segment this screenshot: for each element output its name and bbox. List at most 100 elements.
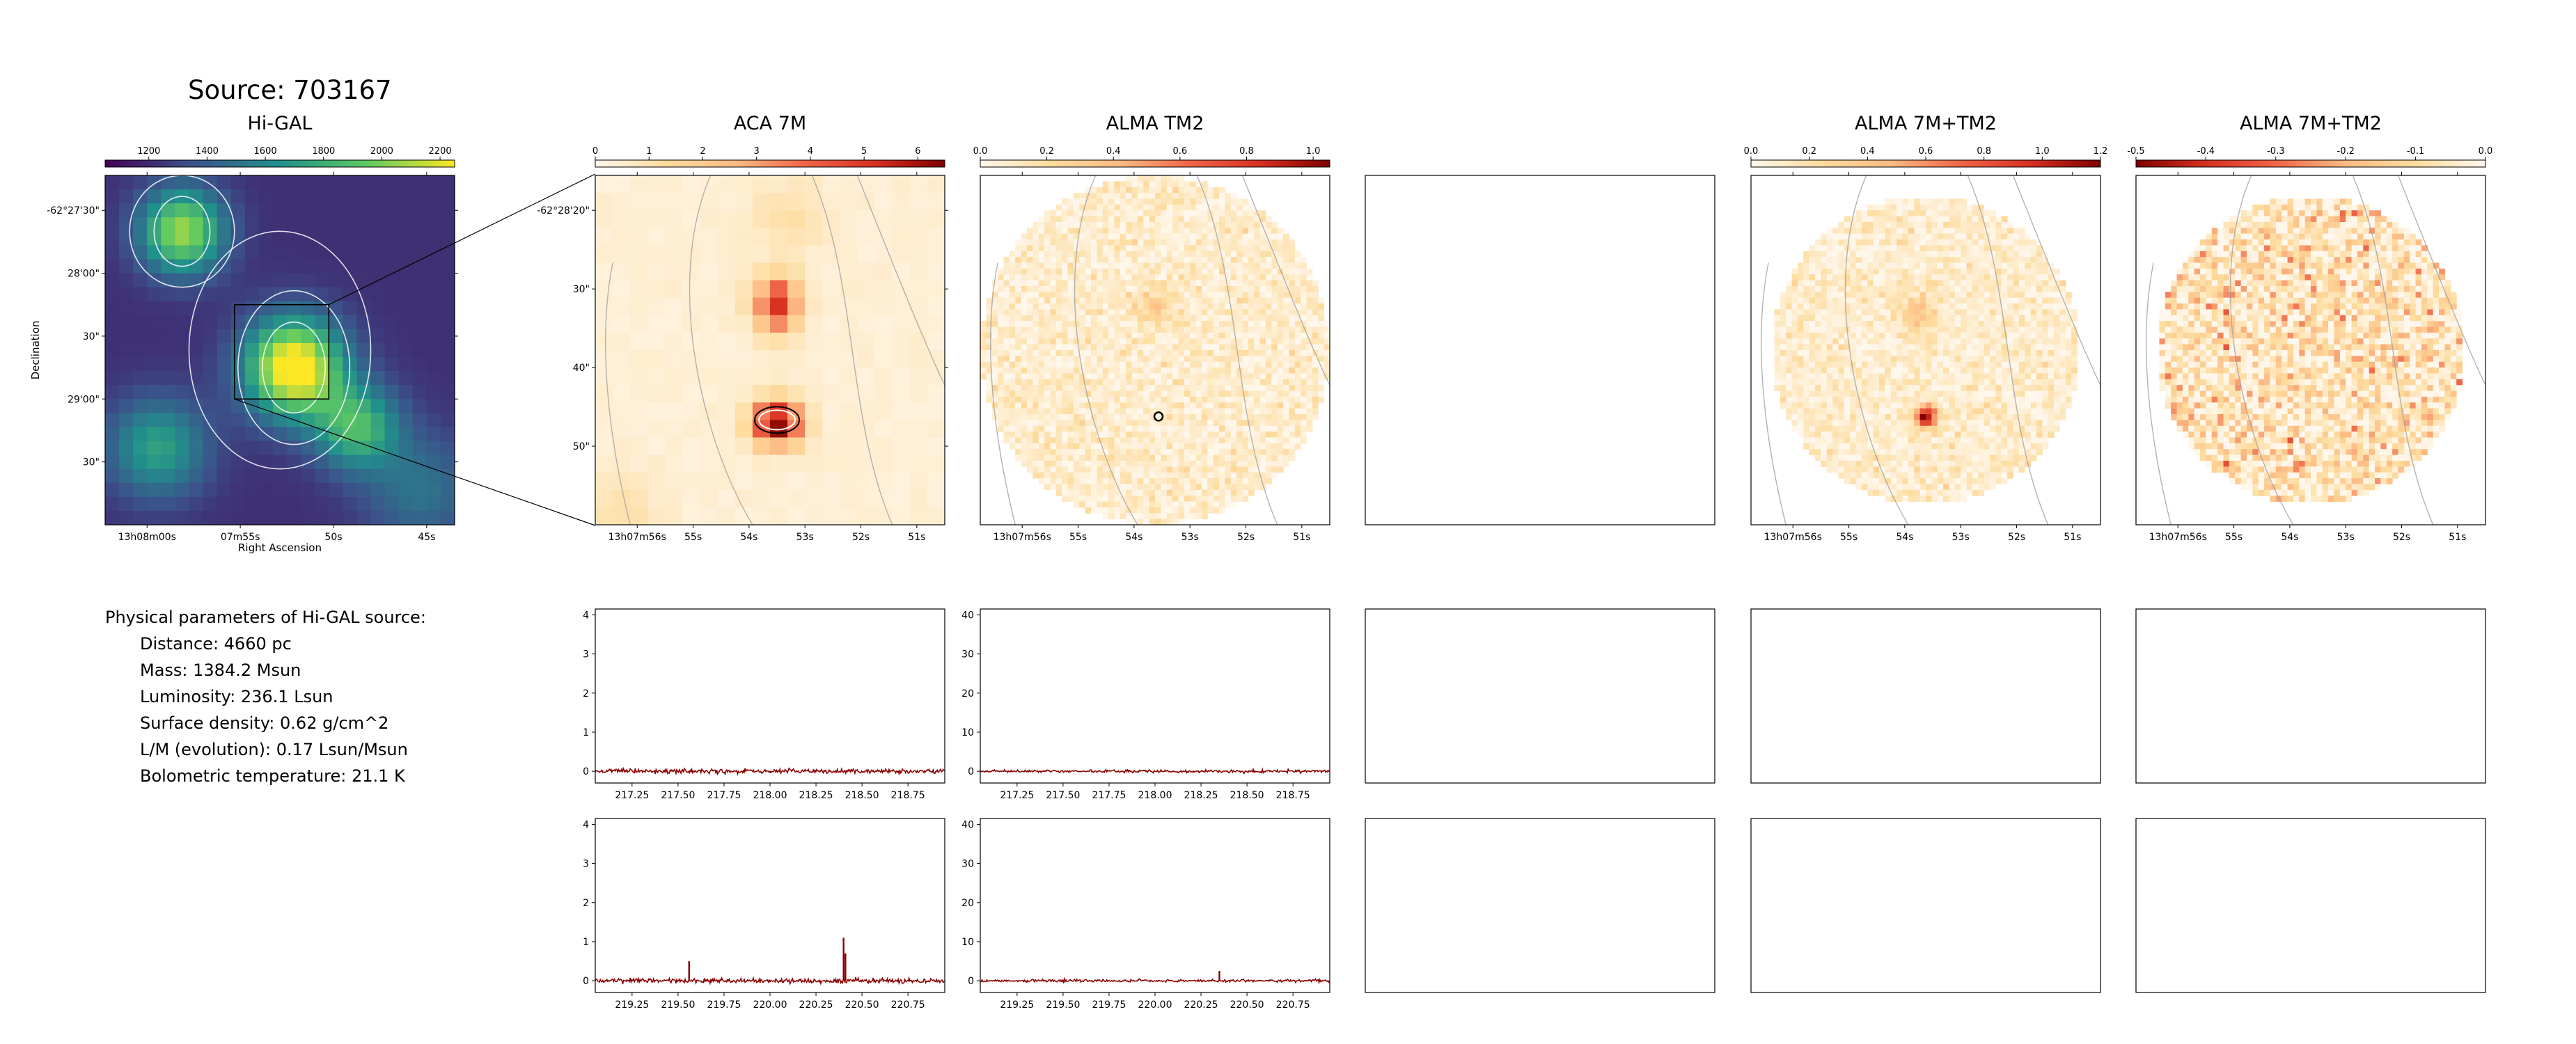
almatm2-cell [1137,443,1144,450]
almatm2-cell [1172,513,1179,520]
almatm2-cell [1172,496,1179,503]
almatm2-cell [1131,478,1138,484]
almatm2-cell [1090,268,1097,275]
higal-frame [104,175,455,525]
almatm2-cell [1149,432,1156,438]
alma7mtm2-cell [1867,297,1874,304]
almatm2-cell [986,373,993,380]
almatm2-cell [1283,432,1289,438]
aca7m-cell [857,297,876,316]
almatm2-cell [1213,472,1220,479]
almatm2-cell [1312,373,1319,380]
almatm2-cell [1178,501,1185,508]
almatm2-cell [1044,210,1051,217]
higal-cell [329,245,343,260]
almatm2-cell [1026,245,1033,252]
alma7mtm2-cell [1879,332,1885,339]
almatm2-cell [1137,385,1144,392]
almatm2-cell [1190,326,1197,333]
almatm2-cell [1126,228,1133,235]
alma7mtm2-cell [2001,216,2008,223]
almatm2-contour [1241,175,1330,386]
higal-cell [370,482,386,498]
almatm2-cell [1090,315,1097,322]
higal-cell [329,259,343,274]
higal-colorbar-tick-label: 1200 [137,146,160,157]
aca7m-cell [735,420,753,438]
higal-cell [175,413,190,428]
alma7mtm2-cell [2013,257,2020,263]
alma7mtm2-cell [2001,285,2008,292]
higal-cell [147,413,162,428]
higal-cell [398,231,414,246]
aca7m-cell [927,454,945,473]
almatm2-cell [1015,245,1022,252]
almatm2-cell [1149,193,1156,199]
aca7m-cell [613,420,631,438]
higal-cell [189,259,204,274]
alma7mtm2-cell [1873,292,1880,299]
almatm2-cell [1026,437,1033,444]
higal-cell [272,203,288,218]
aca7m-cell [613,193,631,211]
almatm2-cell [1050,326,1057,333]
alma7mtm2-cell [1902,309,1909,316]
almatm2-cell [1114,402,1121,409]
almatm2-cell [1032,338,1039,345]
higal-cell [440,217,455,232]
almatm2-cell [1073,420,1080,427]
alma7mtm2-cell [2018,309,2025,316]
almatm2-cell [1201,228,1208,235]
alma7mtm2-cell [1832,280,1839,287]
higal-cell [230,427,246,442]
almatm2-cell [986,338,993,345]
almatm2-cell [1114,204,1121,211]
aca7m-cell [752,489,771,508]
aca7m-cell [770,280,788,299]
alma7mtm2-cell [1949,297,1956,304]
alma7mtm2-cell [1966,321,1973,328]
almatm2-cell [1155,233,1161,240]
alma7mtm2-cell [1815,251,1821,258]
almatm2-cell [1149,262,1156,269]
alma7mtm2-cell [2036,245,2043,252]
almatm2-cell [1312,285,1319,292]
almatm2-cell [1172,449,1179,456]
almatm2-cell [1126,233,1133,240]
almatm2-cell [1184,280,1191,287]
almatm2-cell [998,361,1004,368]
almatm2-cell [1195,198,1202,205]
alma7mtm2-cell [1949,315,1956,322]
alma7mtm2-cell [1966,245,1973,252]
almatm2-cell [1207,379,1214,386]
alma7mtm2-cell [1954,297,1961,304]
almatm2-cell [1062,321,1068,328]
almatm2-cell [1155,262,1161,269]
almatm2-cell [1161,239,1168,246]
almatm2-cell [1126,221,1133,228]
almatm2-cell [1015,414,1022,420]
almatm2-cell [1003,356,1010,363]
almatm2-cell [1097,221,1104,228]
almatm2-cell [1015,326,1022,333]
almatm2-cell [1161,187,1168,193]
almatm2-cell [1230,496,1237,503]
almatm2-cell [1062,198,1068,205]
almatm2-cell [1294,262,1301,269]
almatm2-cell [1161,437,1168,444]
alma7mtm2-cell [1786,326,1793,333]
almatm2-cell [1225,332,1232,339]
alma7mtm2-cell [1949,309,1956,316]
almatm2-cell [1195,309,1202,316]
almatm2-cell [1184,274,1191,281]
aca7m-cell [822,454,840,473]
almatm2-cell [1067,257,1074,263]
almatm2-cell [1149,356,1156,363]
almatm2-cell [1055,251,1062,258]
alma7mtm2-cell [1821,268,1828,275]
alma7mtm2-cell [1815,268,1821,275]
almatm2-cell [1207,309,1214,316]
almatm2-cell [1009,361,1016,368]
almatm2-cell [1120,367,1126,374]
higal-cell [370,259,386,274]
